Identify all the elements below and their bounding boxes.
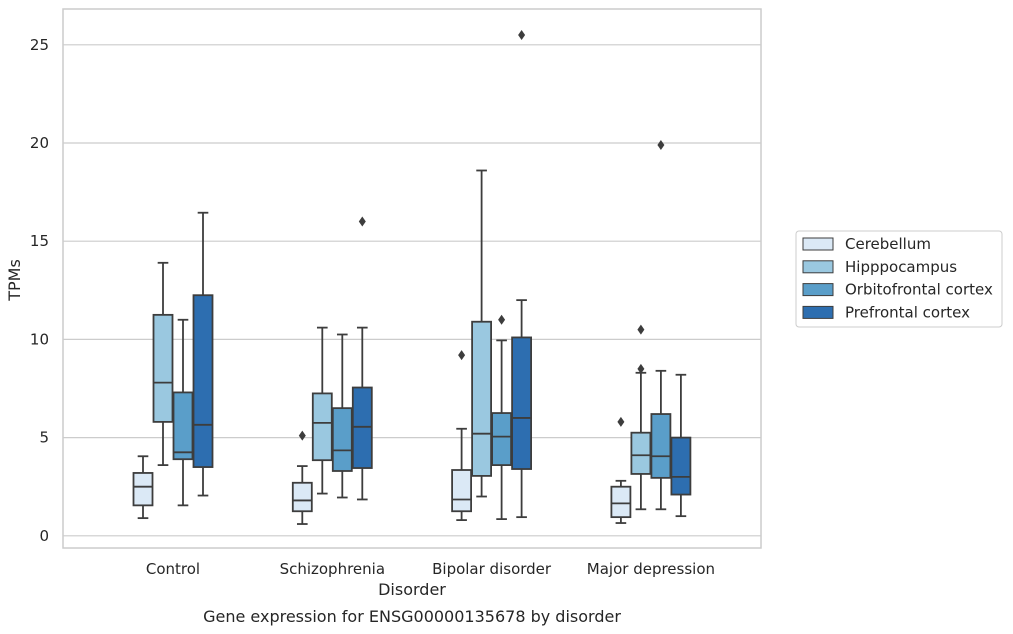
box-iqr — [152, 313, 174, 423]
box-orbitofrontal-cortex-major-depression — [650, 139, 672, 511]
boxes — [132, 29, 692, 525]
y-tick-label: 25 — [30, 36, 49, 54]
x-axis-label: Disorder — [378, 580, 446, 599]
legend-swatch — [802, 237, 834, 251]
y-tick-label: 10 — [30, 330, 49, 348]
outlier-point — [518, 29, 526, 40]
outlier-point — [498, 314, 506, 325]
x-tick-label: Bipolar disorder — [432, 560, 552, 578]
legend-items: Cerebellum Hipppocampus Orbitofrontal cort… — [802, 235, 993, 321]
box-iqr — [311, 392, 333, 462]
box-hipppocampus-major-depression — [630, 324, 652, 511]
y-tick-label: 20 — [30, 134, 49, 152]
box-prefrontal-cortex-major-depression — [670, 373, 692, 518]
box-iqr — [172, 391, 194, 461]
box-iqr — [670, 436, 692, 496]
outlier-point — [637, 324, 645, 335]
box-iqr — [650, 413, 672, 479]
x-tick-labels: Control Schizophrenia Bipolar disorder Majo… — [146, 560, 715, 578]
legend-label: Hipppocampus — [845, 258, 957, 276]
legend-swatch — [802, 260, 834, 274]
box-hipppocampus-schizophrenia — [311, 326, 333, 495]
y-tick-label: 0 — [39, 527, 49, 545]
box-iqr — [351, 386, 373, 469]
x-tick-label: Schizophrenia — [280, 560, 385, 578]
box-iqr — [331, 407, 353, 472]
legend: Cerebellum Hipppocampus Orbitofrontal cort… — [795, 230, 1003, 328]
legend-swatch — [802, 305, 834, 319]
box-cerebellum-schizophrenia — [291, 430, 313, 525]
y-tick-label: 15 — [30, 232, 49, 250]
legend-label: Orbitofrontal cortex — [845, 281, 993, 299]
box-iqr — [132, 472, 154, 507]
box-iqr — [192, 294, 214, 468]
box-hipppocampus-control — [152, 261, 174, 466]
outlier-point — [298, 430, 306, 441]
box-iqr — [491, 412, 513, 466]
y-axis-label: TPMs — [5, 259, 24, 302]
outlier-point — [358, 216, 366, 227]
legend-swatch — [802, 283, 834, 297]
x-tick-label: Major depression — [587, 560, 715, 578]
box-orbitofrontal-cortex-schizophrenia — [331, 333, 353, 499]
box-iqr — [451, 469, 473, 513]
outlier-point — [637, 363, 645, 374]
box-prefrontal-cortex-bipolar-disorder — [511, 29, 532, 519]
legend-label: Prefrontal cortex — [845, 303, 970, 321]
box-orbitofrontal-cortex-bipolar-disorder — [491, 314, 513, 521]
box-cerebellum-control — [132, 455, 154, 520]
box-iqr — [610, 485, 632, 519]
x-tick-label: Control — [146, 560, 200, 578]
legend-frame — [795, 230, 1003, 328]
box-orbitofrontal-cortex-control — [172, 318, 194, 507]
y-tick-labels: 0 5 10 15 20 25 — [30, 36, 49, 545]
legend-label: Cerebellum — [845, 235, 931, 253]
outlier-point — [657, 139, 665, 150]
box-iqr — [471, 320, 493, 477]
outlier-point — [458, 350, 466, 361]
chart-caption: Gene expression for ENSG00000135678 by d… — [203, 607, 621, 626]
box-cerebellum-major-depression — [610, 416, 632, 524]
box-hipppocampus-bipolar-disorder — [471, 169, 493, 498]
y-tick-label: 5 — [39, 429, 49, 447]
outlier-point — [617, 416, 625, 427]
box-iqr — [630, 431, 652, 475]
box-cerebellum-bipolar-disorder — [451, 350, 473, 521]
box-iqr — [291, 481, 313, 513]
box-iqr — [511, 336, 532, 470]
box-prefrontal-cortex-schizophrenia — [351, 216, 373, 501]
plot-frame — [62, 8, 762, 549]
box-prefrontal-cortex-control — [192, 211, 214, 497]
